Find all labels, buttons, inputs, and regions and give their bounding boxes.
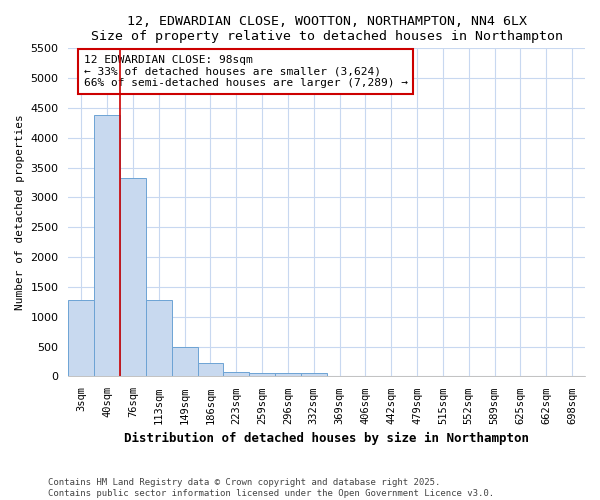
Bar (301, 374, 327, 376)
Text: 12 EDWARDIAN CLOSE: 98sqm
← 33% of detached houses are smaller (3,624)
66% of se: 12 EDWARDIAN CLOSE: 98sqm ← 33% of detac… (84, 55, 408, 88)
Bar (275, 374, 301, 376)
Bar (146, 300, 172, 376)
Bar (68, 300, 94, 376)
Bar (172, 346, 197, 376)
X-axis label: Distribution of detached houses by size in Northampton: Distribution of detached houses by size … (124, 432, 529, 445)
Y-axis label: Number of detached properties: Number of detached properties (15, 114, 25, 310)
Bar (197, 363, 223, 376)
Bar (120, 178, 146, 376)
Bar (249, 374, 275, 376)
Text: Contains HM Land Registry data © Crown copyright and database right 2025.
Contai: Contains HM Land Registry data © Crown c… (48, 478, 494, 498)
Bar (223, 372, 249, 376)
Title: 12, EDWARDIAN CLOSE, WOOTTON, NORTHAMPTON, NN4 6LX
Size of property relative to : 12, EDWARDIAN CLOSE, WOOTTON, NORTHAMPTO… (91, 15, 563, 43)
Bar (94, 116, 120, 376)
